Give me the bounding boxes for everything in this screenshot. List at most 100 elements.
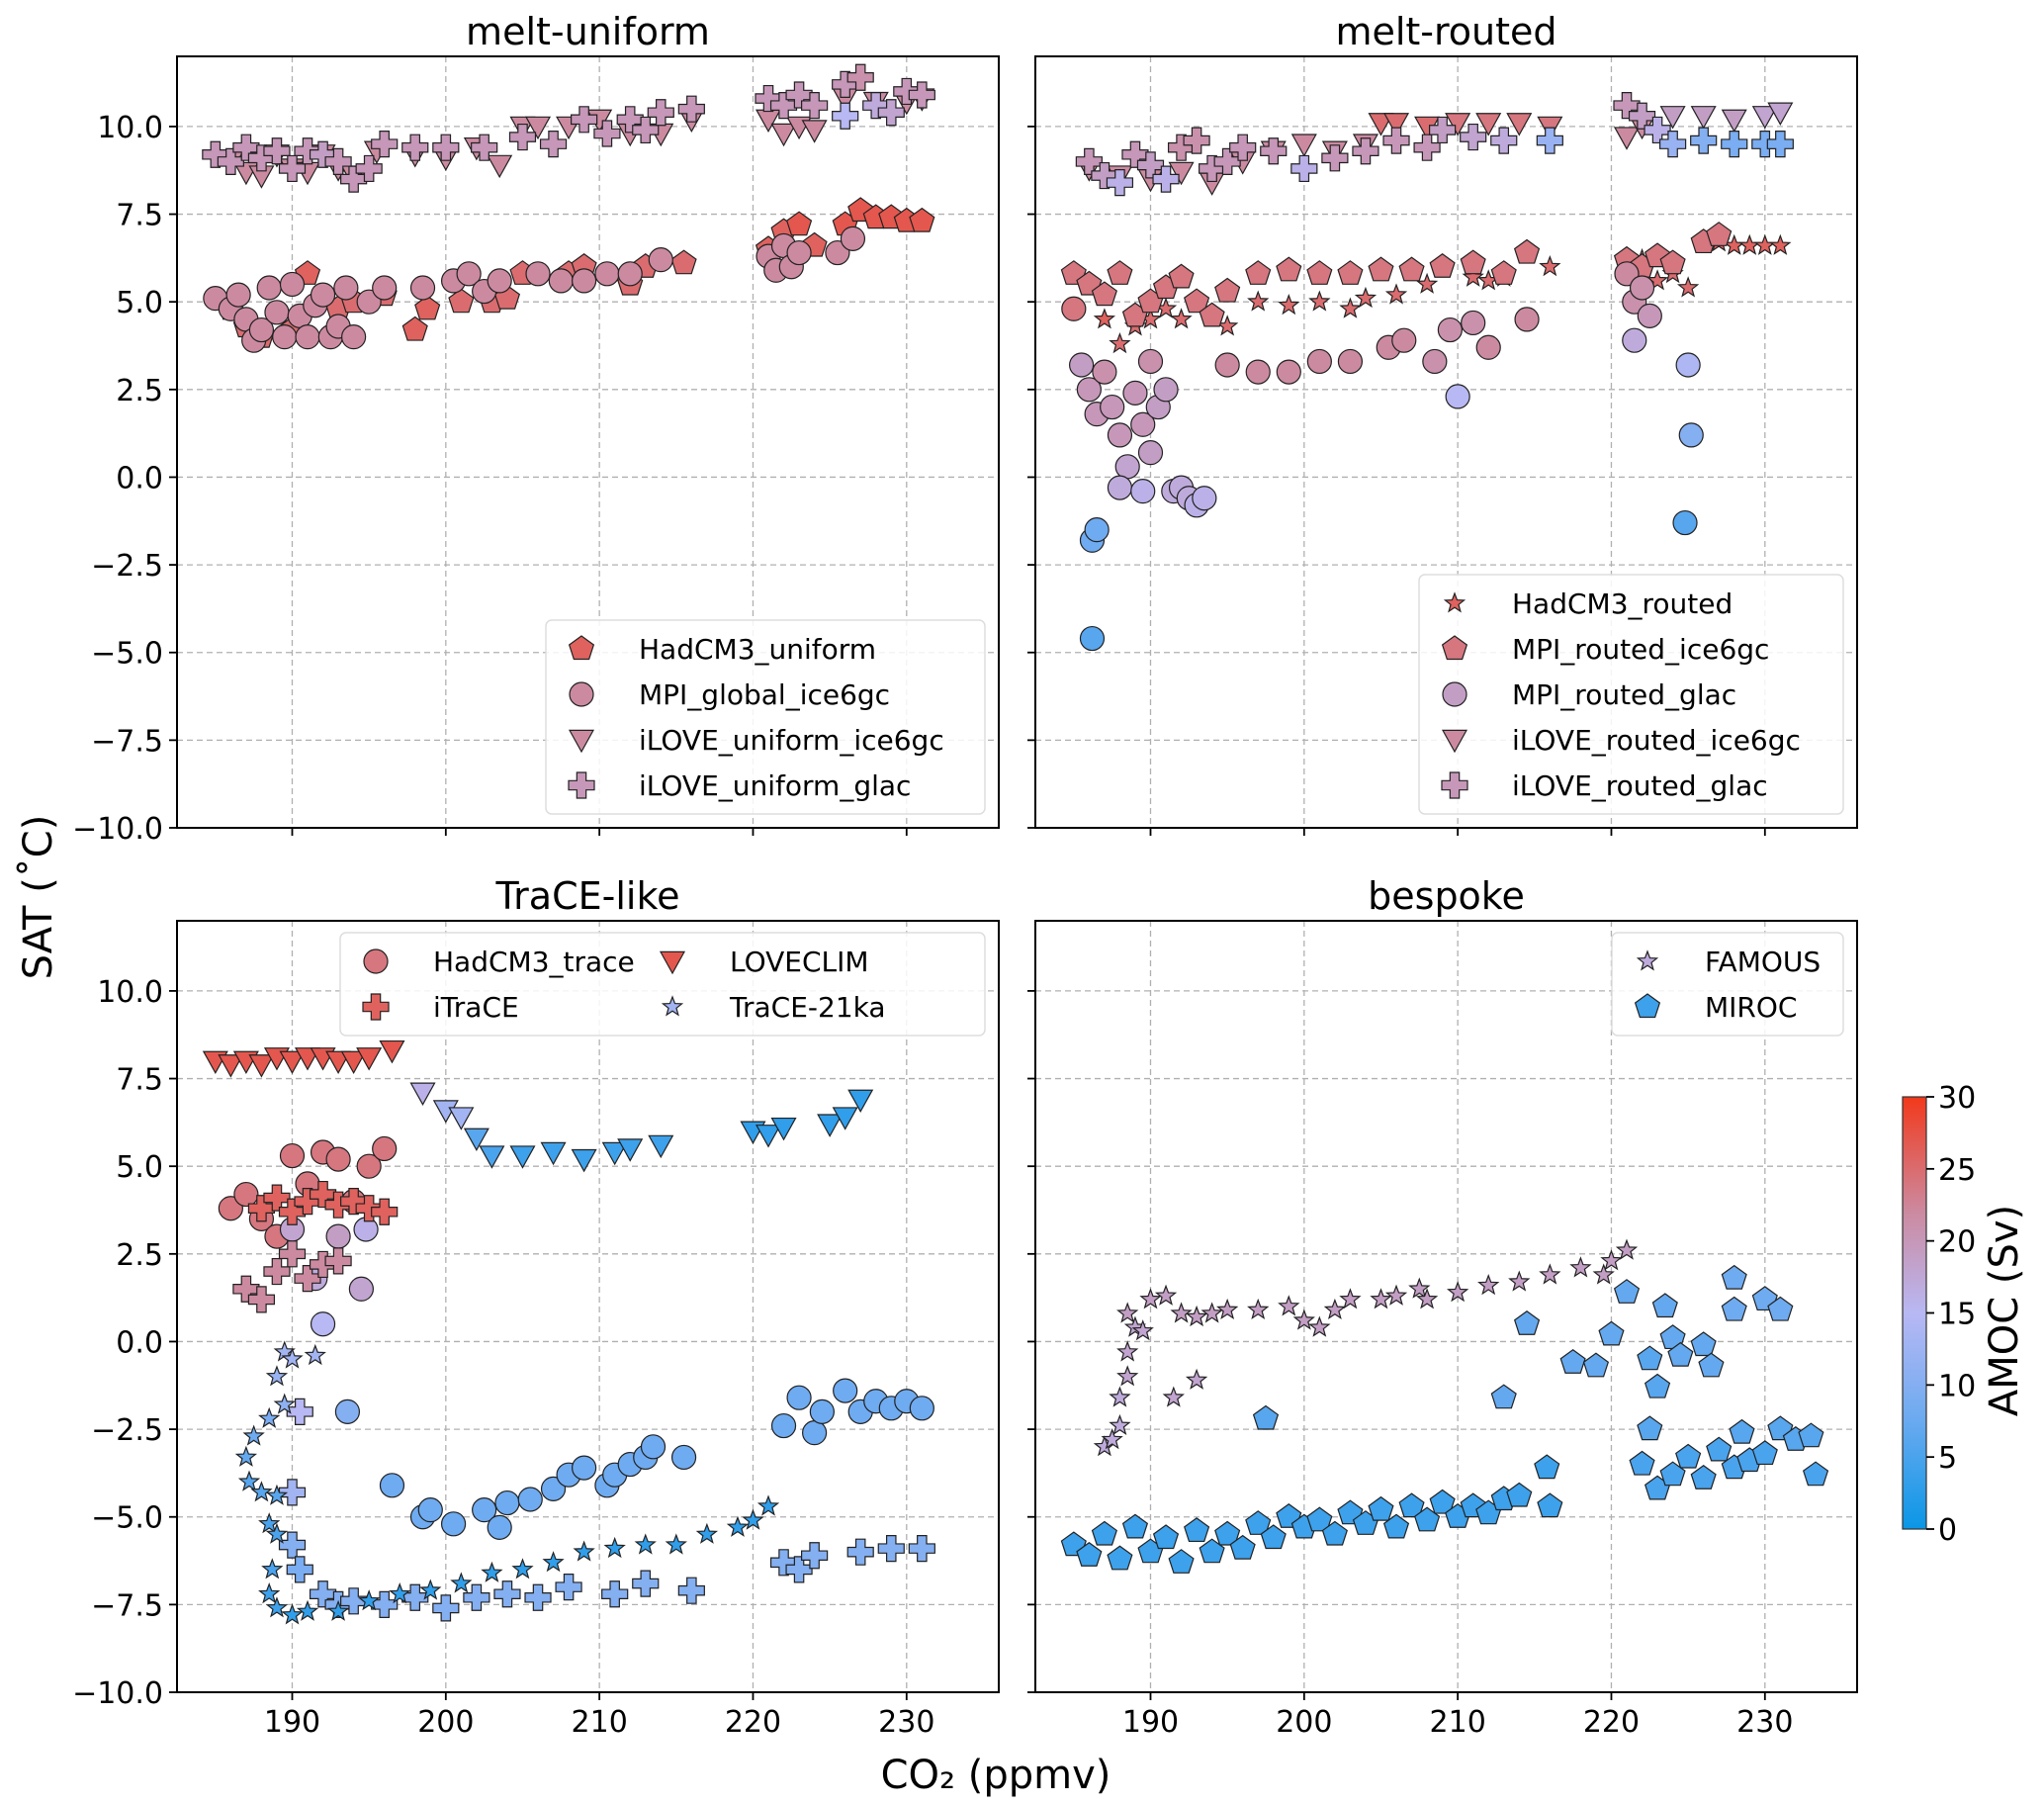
data-point — [1162, 1386, 1185, 1407]
data-point — [1109, 1413, 1131, 1436]
data-point — [248, 1054, 275, 1078]
data-point — [234, 1445, 258, 1467]
data-point — [1769, 233, 1792, 255]
data-point — [571, 1148, 597, 1173]
y-tick-label: −10.0 — [72, 812, 163, 847]
data-point — [294, 1265, 321, 1293]
data-point — [1678, 422, 1704, 448]
data-point — [540, 1141, 567, 1166]
data-point — [1137, 440, 1164, 466]
data-point — [785, 1556, 813, 1583]
data-point — [1121, 1513, 1149, 1539]
data-point — [479, 1145, 505, 1169]
data-point — [324, 1247, 352, 1275]
data-point — [248, 316, 275, 343]
data-point — [341, 324, 367, 350]
data-point — [1382, 127, 1410, 154]
data-point — [294, 137, 321, 165]
data-point — [1092, 359, 1117, 385]
data-point — [356, 1153, 382, 1179]
data-point — [1368, 1495, 1394, 1521]
data-point — [524, 116, 552, 140]
y-tick-label: 5.0 — [116, 286, 163, 320]
data-point — [247, 1286, 276, 1313]
data-point — [670, 249, 697, 275]
data-point — [1667, 1341, 1694, 1367]
data-point — [487, 1514, 512, 1540]
data-point — [279, 271, 306, 298]
colorbar-tick-label: 15 — [1938, 1298, 1976, 1332]
data-point — [1398, 256, 1425, 282]
y-axis-label: SAT (˚C) — [16, 815, 61, 980]
data-point — [833, 1378, 858, 1403]
data-point — [202, 140, 229, 168]
data-point — [1278, 1295, 1300, 1316]
data-point — [1100, 394, 1125, 420]
legend-item: HadCM3_uniform — [568, 633, 876, 666]
data-point — [432, 1594, 460, 1622]
pentagon-marker-icon — [1634, 993, 1661, 1019]
data-point — [278, 1531, 307, 1559]
data-point — [379, 1473, 405, 1498]
data-point — [1514, 307, 1540, 332]
data-point — [371, 131, 399, 158]
data-point — [769, 92, 798, 120]
series-iLOVE_uniform_glac — [202, 63, 935, 193]
data-point — [1079, 625, 1106, 652]
star-marker-icon — [661, 995, 684, 1017]
data-point — [508, 123, 537, 151]
data-point — [1213, 147, 1241, 175]
data-point — [755, 84, 782, 113]
panel-title: melt-uniform — [466, 10, 710, 53]
data-point — [770, 1117, 797, 1141]
data-point — [1382, 1513, 1410, 1539]
data-point — [1677, 276, 1700, 298]
data-point — [401, 134, 429, 161]
data-point — [1109, 1386, 1131, 1407]
data-point — [1247, 1298, 1270, 1320]
data-point — [1122, 380, 1148, 406]
axes-frame — [176, 920, 1000, 1693]
y-tick-label: 2.5 — [116, 374, 163, 408]
data-point — [1721, 131, 1748, 158]
data-point — [1199, 1538, 1225, 1564]
data-point — [278, 1479, 307, 1506]
data-point — [1368, 256, 1394, 282]
legend-label: iLOVE_routed_ice6gc — [1512, 724, 1801, 757]
x-tick-label: 220 — [725, 1705, 781, 1740]
data-point — [1644, 1373, 1671, 1399]
data-point — [1091, 281, 1117, 307]
data-point — [432, 134, 460, 161]
data-point — [847, 1089, 874, 1114]
data-point — [1721, 1296, 1747, 1321]
data-point — [1384, 1284, 1408, 1306]
data-point — [1337, 348, 1364, 375]
data-point — [450, 1572, 473, 1593]
data-point — [1185, 1305, 1208, 1327]
data-point — [340, 1587, 368, 1615]
data-point — [770, 123, 797, 147]
triangle-marker-icon — [659, 950, 686, 975]
legend-item: HadCM3_routed — [1443, 587, 1733, 620]
series-TraCE-21ka — [234, 1340, 780, 1625]
data-point — [1513, 238, 1541, 264]
data-point — [670, 1444, 697, 1471]
colorbar-tick-label: 10 — [1938, 1369, 1976, 1403]
data-point — [1245, 359, 1271, 385]
data-point — [1154, 1284, 1178, 1306]
legend-box — [339, 932, 986, 1037]
data-point — [1592, 1263, 1615, 1285]
data-point — [634, 1533, 657, 1555]
data-point — [295, 324, 320, 350]
data-point — [846, 1538, 874, 1566]
x-tick-label: 200 — [1276, 1705, 1332, 1740]
data-point — [355, 154, 383, 183]
data-point — [1278, 294, 1300, 316]
data-point — [265, 1596, 289, 1618]
legend-item: MIROC — [1634, 991, 1797, 1024]
data-point — [726, 1515, 750, 1537]
data-point — [1339, 297, 1362, 318]
data-point — [417, 1497, 443, 1523]
data-point — [1391, 327, 1417, 353]
data-point — [1370, 1288, 1392, 1309]
